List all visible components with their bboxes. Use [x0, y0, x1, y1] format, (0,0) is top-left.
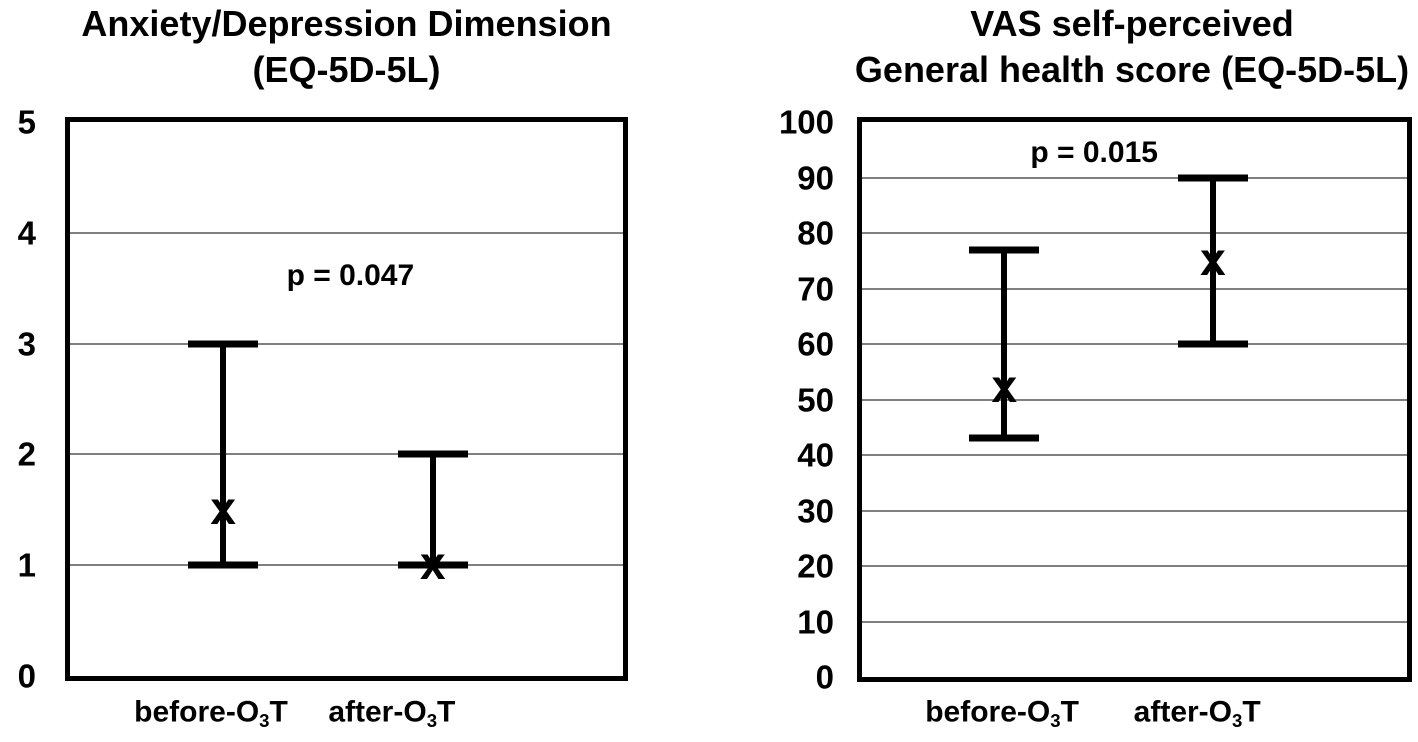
category-label-text: before-O [134, 695, 260, 729]
category-label-subscript: 3 [259, 709, 270, 731]
p-value-label: p = 0.047 [286, 259, 415, 292]
gridline-y-2 [70, 453, 623, 456]
chart-title-vas-general-health: VAS self-perceived General health score … [852, 1, 1412, 93]
category-label-text: T [269, 695, 288, 729]
category-label-text: before-O [925, 695, 1051, 729]
category-label-text: after-O [328, 695, 427, 729]
plot-area-vas-general-health: p = 0.015 x x [862, 122, 1407, 677]
y-tick-label-100: 100 [778, 103, 834, 141]
y-tick-label-80: 80 [797, 214, 834, 252]
error-bar-before-O3T: x [70, 122, 623, 676]
gridline-y-10 [862, 620, 1407, 623]
y-tick-label-50: 50 [797, 381, 834, 418]
y-tick-label-40: 40 [797, 436, 834, 474]
gridline-y-20 [862, 565, 1407, 567]
gridline-y-50 [862, 398, 1407, 401]
y-tick-label-2: 2 [17, 435, 36, 473]
error-bar-range-line [1209, 177, 1216, 344]
y-tick-label-60: 60 [797, 325, 834, 363]
plot-frame-anxiety-depression [65, 117, 628, 681]
category-label-text: T [1060, 695, 1079, 729]
category-label-after-O3T: after-O3T [1133, 695, 1261, 731]
gridline-y-30 [862, 509, 1407, 512]
category-label-text: after-O [1133, 695, 1233, 729]
category-label-subscript: 3 [1050, 709, 1061, 731]
p-value-label: p = 0.015 [1030, 135, 1158, 169]
gridline-y-80 [862, 232, 1407, 234]
y-tick-label-20: 20 [797, 547, 834, 585]
error-bar-range-line [429, 454, 436, 566]
mean-marker: x [991, 360, 1018, 413]
gridline-y-40 [862, 454, 1407, 456]
gridline-y-4 [70, 231, 623, 234]
chart-title-anxiety-depression: Anxiety/Depression Dimension (EQ-5D-5L) [65, 1, 628, 93]
y-tick-label-0: 0 [815, 658, 834, 696]
y-tick-label-10: 10 [797, 603, 834, 640]
mean-marker: x [210, 481, 236, 534]
category-label-text: T [437, 695, 456, 729]
chart-title-line-2: General health score (EQ-5D-5L) [854, 49, 1410, 90]
error-bar-cap-lower [969, 434, 1040, 442]
gridline-y-3 [70, 342, 623, 345]
chart-title-line-1: VAS self-perceived [970, 3, 1294, 44]
y-tick-label-90: 90 [797, 159, 834, 196]
y-tick-label-1: 1 [17, 546, 36, 584]
y-tick-label-4: 4 [17, 214, 36, 252]
gridline-y-60 [862, 343, 1407, 345]
mean-marker: x [1200, 232, 1226, 285]
gridline-y-90 [862, 176, 1407, 179]
gridline-y-70 [862, 287, 1407, 290]
category-label-after-O3T: after-O3T [328, 695, 456, 731]
category-label-subscript: 3 [1232, 709, 1243, 731]
y-tick-label-30: 30 [797, 492, 834, 529]
category-label-before-O3T: before-O3T [925, 695, 1079, 731]
y-tick-label-5: 5 [17, 103, 36, 141]
gridline-y-1 [70, 564, 623, 567]
plot-area-anxiety-depression: p = 0.047 x x [70, 122, 623, 676]
y-tick-label-3: 3 [17, 325, 36, 363]
y-tick-label-0: 0 [17, 657, 36, 695]
category-label-before-O3T: before-O3T [134, 695, 288, 731]
category-label-subscript: 3 [426, 709, 438, 731]
plot-frame-vas-general-health [857, 117, 1412, 682]
category-label-text: T [1242, 695, 1261, 729]
error-bar-cap-upper [969, 246, 1040, 254]
chart-title-line-2: (EQ-5D-5L) [252, 49, 441, 90]
error-bar-after-O3T: x [70, 122, 623, 676]
y-tick-label-70: 70 [797, 270, 834, 307]
chart-title-line-1: Anxiety/Depression Dimension [81, 3, 612, 44]
